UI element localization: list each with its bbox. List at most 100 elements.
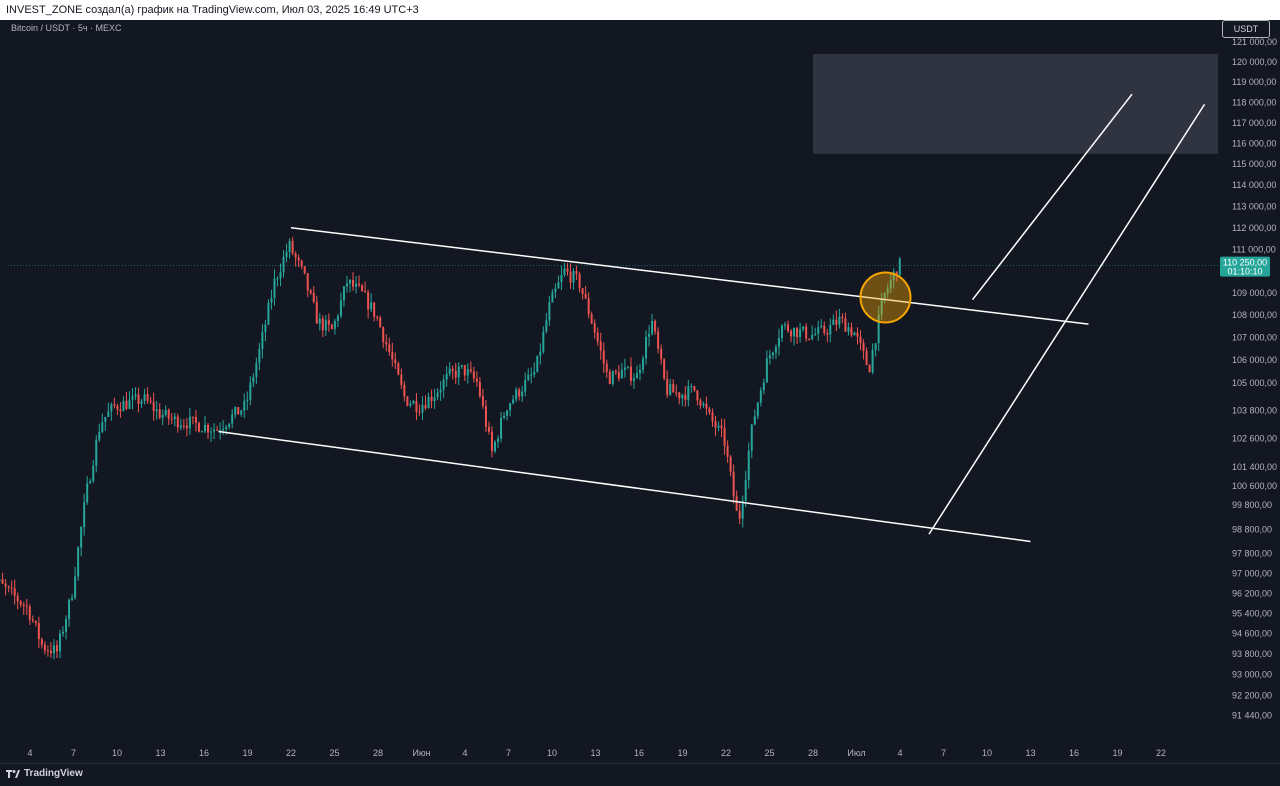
candle-body [421, 404, 424, 413]
candle-body [249, 382, 252, 400]
candle-body [838, 316, 841, 325]
candle-body [602, 350, 605, 364]
candle-body [663, 359, 666, 379]
candle-body [805, 326, 808, 339]
time-axis-label: 10 [547, 748, 557, 758]
candle-body [264, 324, 267, 333]
candle-body [385, 341, 388, 345]
candle-body [107, 411, 110, 417]
candle-body [814, 333, 817, 335]
candle-body [134, 394, 137, 397]
candle-body [391, 352, 394, 360]
candle-body [777, 337, 780, 347]
candle-body [844, 318, 847, 332]
candle-body [451, 368, 454, 372]
footer-bar [0, 763, 1280, 786]
candle-body [373, 302, 376, 317]
candle-body [551, 292, 554, 303]
candle-body [261, 332, 264, 349]
candle-body [59, 633, 61, 652]
price-axis-label: 102 600,00 [1232, 434, 1277, 444]
candle-body [158, 409, 161, 418]
tradingview-logo[interactable]: TradingView [6, 768, 83, 779]
candle-body [614, 371, 617, 373]
candle-body [213, 429, 216, 432]
time-axis-label: Июн [412, 748, 430, 758]
candle-body [605, 363, 608, 372]
breakout-highlight-circle [859, 271, 912, 324]
candle-body [397, 363, 400, 375]
candle-body [200, 431, 203, 433]
candle-body [113, 404, 116, 406]
candle-body [191, 416, 194, 418]
candle-body [152, 402, 155, 411]
candle-body [448, 368, 451, 374]
candle-body [155, 409, 158, 411]
candle-body [762, 382, 765, 391]
candle-body [345, 283, 348, 287]
candle-body [240, 410, 243, 415]
candle-body [1, 579, 4, 584]
candle-body [765, 358, 768, 383]
candle-body [463, 365, 466, 376]
time-axis-label: Июл [847, 748, 865, 758]
candle-body [753, 416, 756, 425]
candle-body [77, 547, 80, 577]
candle-body [382, 327, 385, 342]
price-axis-label: 111 000,00 [1232, 244, 1276, 254]
time-axis-label: 22 [286, 748, 296, 758]
candle-body [620, 370, 623, 379]
time-axis-label: 7 [506, 748, 511, 758]
candle-body [608, 371, 611, 384]
time-axis-label: 4 [27, 748, 32, 758]
candle-body [880, 299, 883, 315]
candle-body [185, 425, 188, 429]
candle-body [886, 288, 889, 294]
candle-body [850, 327, 853, 336]
candle-body [231, 414, 234, 424]
candle-body [506, 410, 509, 416]
channel-upper-line [290, 227, 1089, 325]
price-axis-label: 95 400,00 [1232, 608, 1272, 618]
candle-body [563, 268, 566, 275]
candle-body [170, 418, 173, 420]
candle-body [874, 343, 877, 350]
candle-body [711, 412, 714, 422]
candle-body [865, 350, 868, 366]
candle-body [49, 650, 52, 654]
price-axis-label: 98 800,00 [1232, 524, 1272, 534]
candle-body [741, 500, 744, 519]
candle-body [400, 374, 403, 385]
candle-body [590, 314, 593, 324]
candle-body [282, 256, 285, 273]
candle-body [276, 278, 279, 280]
price-axis-label: 121 000,00 [1232, 37, 1277, 47]
candle-body [892, 271, 895, 281]
currency-selector[interactable]: USDT [1222, 20, 1270, 38]
candle-body [324, 320, 327, 331]
candle-body [406, 396, 409, 406]
candle-body [645, 336, 648, 359]
candle-body [503, 415, 506, 418]
candle-body [811, 334, 814, 340]
candle-body [98, 432, 101, 440]
candle-body [270, 298, 273, 303]
candle-body [669, 384, 672, 395]
time-axis-label: 7 [941, 748, 946, 758]
candle-body [318, 318, 321, 324]
price-axis-label: 100 600,00 [1232, 481, 1277, 491]
candle-body [796, 327, 799, 338]
candle-body [300, 260, 303, 267]
price-axis-label: 115 000,00 [1232, 159, 1276, 169]
candle-body [759, 390, 762, 403]
candle-body [793, 327, 796, 337]
candle-body [639, 369, 641, 374]
time-axis-label: 16 [634, 748, 644, 758]
candle-body [116, 405, 119, 410]
price-chart[interactable]: 121 000,00 120 000,00 119 000,00 118 000,00… [0, 20, 1280, 763]
price-axis-label: 93 800,00 [1232, 649, 1272, 659]
candle-body [161, 414, 164, 418]
candle-body [246, 399, 249, 401]
candle-body [442, 379, 445, 390]
candle-body [352, 279, 355, 287]
